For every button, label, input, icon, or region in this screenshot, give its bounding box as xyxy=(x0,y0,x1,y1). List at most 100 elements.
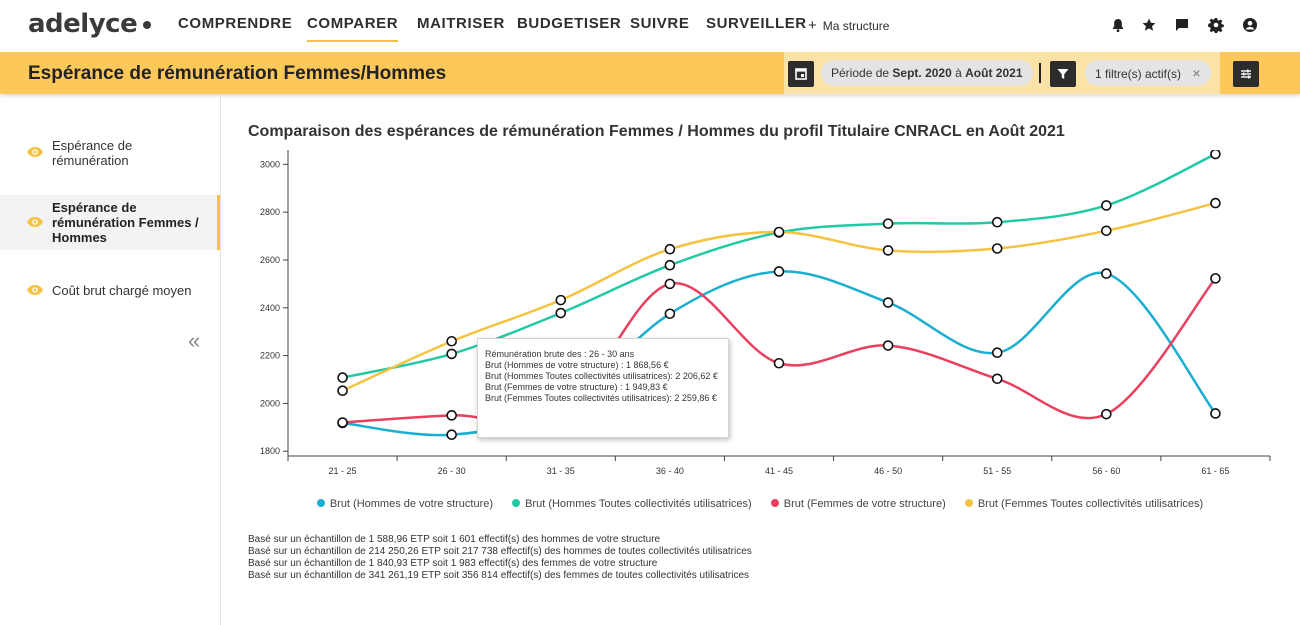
x-tick-label: 41 - 45 xyxy=(765,466,793,476)
legend-item-femmes-toutes[interactable]: Brut (Femmes Toutes collectivités utilis… xyxy=(964,498,1204,510)
tooltip-line: Rémunération brute des : 26 - 30 ans xyxy=(485,349,635,359)
x-tick-label: 46 - 50 xyxy=(874,466,902,476)
nav-ma-structure[interactable]: + Ma structure xyxy=(808,17,890,34)
filter-icon xyxy=(1057,69,1069,79)
page-header: Espérance de rémunération Femmes/Hommes … xyxy=(0,52,1300,94)
data-point xyxy=(1210,150,1221,160)
data-point xyxy=(1101,200,1112,211)
settings-sliders-button[interactable] xyxy=(1233,61,1259,87)
chart-tooltip: Rémunération brute des : 26 - 30 ans Bru… xyxy=(477,338,729,438)
y-tick-label: 2000 xyxy=(260,398,280,408)
data-point xyxy=(664,243,676,255)
data-point xyxy=(991,243,1003,254)
sample-note: Basé sur un échantillon de 214 250,26 ET… xyxy=(248,546,752,557)
y-tick-label: 3000 xyxy=(260,159,280,169)
data-point xyxy=(446,410,457,421)
nav-maitriser[interactable]: MAITRISER xyxy=(417,15,505,32)
legend-swatch xyxy=(316,499,325,507)
sidebar-item-label: Espérance de rémunération xyxy=(52,138,133,168)
eye-icon xyxy=(27,147,43,157)
nav-comprendre[interactable]: COMPRENDRE xyxy=(178,15,293,32)
sidebar-item-label: Espérance de rémunération Femmes / Homme… xyxy=(52,200,199,245)
sidebar-item-esperance-femmes-hommes[interactable]: Espérance de rémunération Femmes / Homme… xyxy=(0,195,220,250)
x-tick-label: 26 - 30 xyxy=(438,466,466,476)
sample-note: Basé sur un échantillon de 1 840,93 ETP … xyxy=(248,558,658,569)
collapse-sidebar-button[interactable]: « xyxy=(188,328,201,353)
series-line-femmes-structure xyxy=(342,277,1217,426)
close-icon[interactable]: × xyxy=(1192,65,1201,81)
legend-swatch xyxy=(964,499,973,507)
calendar-icon xyxy=(795,68,807,80)
data-point xyxy=(991,347,1003,359)
data-point xyxy=(555,307,567,319)
y-tick-label: 2800 xyxy=(260,207,280,217)
nav-suivre[interactable]: SUIVRE xyxy=(630,15,690,32)
chart-legend: Brut (Hommes de votre structure) Brut (H… xyxy=(240,498,1280,514)
sample-notes: Basé sur un échantillon de 1 588,96 ETP … xyxy=(248,534,752,582)
data-point xyxy=(337,372,348,383)
line-chart: 1800 2000 2200 2400 2600 2800 3000 21 - 25 26 - … xyxy=(260,150,1271,476)
filter-button[interactable] xyxy=(1050,61,1076,87)
x-tick-label: 51 - 55 xyxy=(983,466,1011,476)
legend-label: Brut (Hommes Toutes collectivités utilis… xyxy=(525,498,752,510)
data-point xyxy=(991,216,1003,228)
star-icon[interactable] xyxy=(1141,17,1157,33)
period-pill[interactable]: Période de Sept. 2020 à Août 2021 xyxy=(821,60,1033,86)
chat-icon[interactable] xyxy=(1174,17,1190,33)
y-tick-label: 2200 xyxy=(260,351,280,361)
data-point xyxy=(446,348,457,360)
legend-item-hommes-toutes[interactable]: Brut (Hommes Toutes collectivités utilis… xyxy=(512,498,752,510)
y-tick-label: 2400 xyxy=(260,303,280,313)
x-tick-label: 21 - 25 xyxy=(329,466,357,476)
data-point xyxy=(446,429,457,441)
legend-label: Brut (Femmes de votre structure) xyxy=(783,498,946,510)
chart-title: Comparaison des espérances de rémunérati… xyxy=(248,123,1065,140)
gear-icon[interactable] xyxy=(1208,17,1224,33)
legend-swatch xyxy=(512,499,521,507)
bell-icon[interactable] xyxy=(1110,17,1126,33)
data-point xyxy=(1101,225,1112,237)
x-tick-label: 61 - 65 xyxy=(1201,466,1229,476)
sidebar-item-cout-brut[interactable]: Coût brut chargé moyen xyxy=(0,278,220,302)
active-filters-pill[interactable]: 1 filtre(s) actif(s) × xyxy=(1085,60,1211,86)
data-point xyxy=(446,335,457,347)
separator xyxy=(1039,63,1041,83)
data-point xyxy=(991,373,1003,385)
x-tick-label: 31 - 35 xyxy=(547,466,575,476)
tooltip-line: Brut (Hommes Toutes collectivités utilis… xyxy=(485,371,718,381)
data-point xyxy=(773,357,785,369)
sample-note: Basé sur un échantillon de 1 588,96 ETP … xyxy=(248,534,661,545)
data-point xyxy=(882,340,894,351)
data-point xyxy=(664,308,676,320)
sample-note: Basé sur un échantillon de 341 261,19 ET… xyxy=(248,570,750,581)
legend-label: Brut (Femmes Toutes collectivités utilis… xyxy=(977,498,1204,510)
data-point xyxy=(882,245,894,256)
top-navigation: adelyce COMPRENDRE COMPARER MAITRISER BU… xyxy=(0,0,1300,52)
sidebar-item-label: Coût brut chargé moyen xyxy=(52,283,192,298)
data-point xyxy=(337,385,348,397)
sliders-icon xyxy=(1241,69,1251,79)
nav-surveiller[interactable]: SURVEILLER xyxy=(706,15,807,32)
nav-budgetiser[interactable]: BUDGETISER xyxy=(517,15,622,32)
data-point xyxy=(1210,197,1221,209)
eye-icon xyxy=(27,285,43,295)
legend-item-femmes-structure[interactable]: Brut (Femmes de votre structure) xyxy=(770,498,946,510)
nav-comparer[interactable]: COMPARER xyxy=(307,15,399,42)
tooltip-line: Brut (Hommes de votre structure) : 1 868… xyxy=(485,360,669,370)
legend-item-hommes-structure[interactable]: Brut (Hommes de votre structure) xyxy=(316,498,493,510)
account-icon[interactable] xyxy=(1242,17,1258,33)
data-point xyxy=(882,297,894,308)
sidebar: Espérance de rémunération Espérance de r… xyxy=(0,94,221,625)
sidebar-item-esperance[interactable]: Espérance de rémunération xyxy=(0,134,220,170)
legend-swatch xyxy=(770,499,779,507)
data-point xyxy=(664,259,676,271)
data-point xyxy=(337,417,348,428)
plus-icon: + xyxy=(808,17,817,34)
calendar-button[interactable] xyxy=(788,61,814,87)
data-point xyxy=(555,294,567,306)
x-tick-label: 56 - 60 xyxy=(1092,466,1120,476)
data-point xyxy=(664,278,676,290)
logo[interactable]: adelyce xyxy=(28,9,152,39)
tooltip-line: Brut (Femmes Toutes collectivités utilis… xyxy=(485,393,717,403)
data-point xyxy=(882,218,894,229)
